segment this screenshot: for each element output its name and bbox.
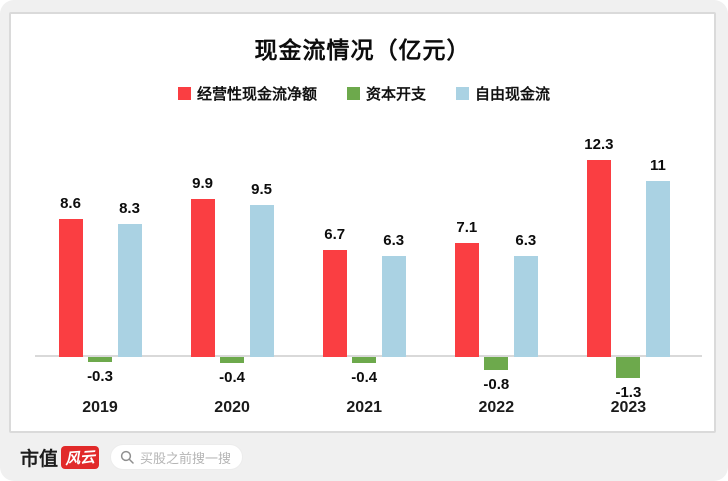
- bar-2022-series1: [484, 357, 509, 370]
- legend-item: 自由现金流: [456, 83, 550, 104]
- x-axis-tick-label: 2021: [346, 399, 382, 416]
- bar-2023-series2: [645, 181, 670, 357]
- bar-value-label: 6.3: [383, 232, 405, 250]
- bar-2019-series1: [88, 357, 112, 362]
- chart-legend: 经营性现金流净额 资本开支 自由现金流: [0, 83, 728, 104]
- brand-logo-text: 市值: [20, 448, 59, 470]
- x-axis-tick-label: 2019: [82, 399, 118, 416]
- bar-value-label: 6.7: [324, 225, 346, 243]
- bar-value-label: -0.4: [351, 369, 378, 387]
- bar-value-label: 12.3: [584, 136, 614, 154]
- search-placeholder-text: 买股之前搜一搜: [140, 450, 232, 466]
- bar-2020-series0: [190, 198, 215, 357]
- bar-value-label: 8.3: [119, 200, 140, 218]
- legend-swatch: [346, 87, 360, 100]
- bar-value-label: -1.3: [615, 383, 642, 401]
- bar-2023-series0: [586, 160, 611, 357]
- bar-value-label: 8.6: [60, 195, 81, 213]
- bar-2022-series2: [513, 256, 538, 357]
- bar-value-label: -0.4: [219, 369, 246, 387]
- x-axis-tick-label: 2022: [478, 399, 515, 416]
- bar-2021-series2: [381, 256, 406, 357]
- brand-badge-text: 风云: [64, 448, 96, 468]
- bar-2019-series0: [58, 219, 83, 357]
- bar-2022-series0: [454, 243, 479, 357]
- x-axis-tick-label: 2020: [214, 399, 250, 416]
- legend-swatch: [456, 87, 469, 100]
- bar-value-label: 9.5: [251, 181, 273, 198]
- footer-bar: 市值 风云 买股之前搜一搜: [20, 443, 244, 471]
- bar-value-label: -0.3: [87, 367, 113, 385]
- legend-swatch: [177, 87, 191, 100]
- bar-2023-series1: [616, 357, 641, 378]
- bar-2021-series1: [352, 357, 377, 364]
- bar-value-label: 6.3: [515, 232, 537, 250]
- legend-item: 经营性现金流净额: [177, 83, 317, 104]
- legend-item: 资本开支: [346, 83, 426, 104]
- bar-value-label: 7.1: [456, 219, 478, 237]
- legend-label: 自由现金流: [475, 86, 551, 103]
- search-input[interactable]: 买股之前搜一搜: [110, 444, 244, 470]
- x-axis-line: [35, 355, 702, 357]
- brand-logo-badge: 风云: [61, 445, 100, 469]
- bar-value-label: 11: [649, 157, 666, 174]
- chart-title: 现金流情况（亿元）: [254, 37, 471, 63]
- legend-label: 经营性现金流净额: [196, 86, 317, 103]
- bar-value-label: -0.8: [483, 375, 510, 393]
- bar-2019-series2: [117, 224, 142, 357]
- legend-label: 资本开支: [365, 86, 426, 103]
- bar-2020-series2: [249, 205, 274, 357]
- bar-value-label: 9.9: [192, 174, 214, 192]
- x-axis-tick-label: 2023: [610, 399, 647, 416]
- search-icon: [120, 450, 134, 464]
- bar-2020-series1: [220, 357, 245, 364]
- bar-2021-series0: [322, 249, 347, 357]
